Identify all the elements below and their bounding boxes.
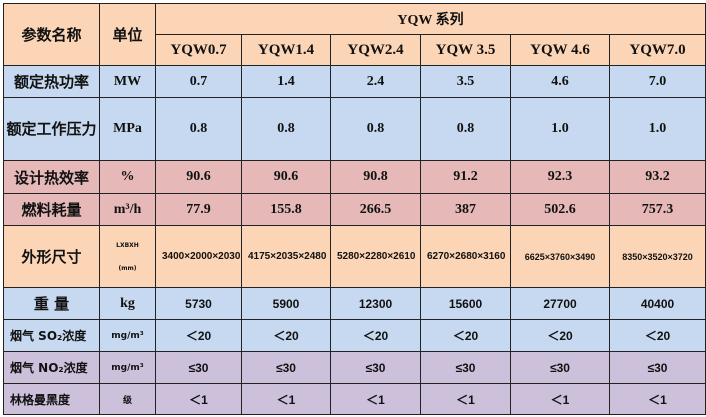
param-name: 烟气 SO₂浓度 <box>3 319 100 352</box>
value-cell: ＜1 <box>510 383 610 415</box>
value-cell: ＜20 <box>241 319 331 352</box>
param-name: 燃料耗量 <box>3 193 100 226</box>
model-header: YQW1.4 <box>241 34 331 66</box>
value-cell: 502.6 <box>510 193 610 226</box>
param-name: 林格曼黑度 <box>3 383 100 415</box>
model-header: YQW0.7 <box>155 34 242 66</box>
value-cell: 1.0 <box>608 97 706 161</box>
table-row: 烟气 SO₂浓度 mg/m³ ＜20 ＜20 ＜20 ＜20 ＜20 ＜20 <box>3 319 706 352</box>
param-unit: MPa <box>99 97 156 161</box>
param-unit: 级 <box>99 383 156 415</box>
header-param: 参数名称 <box>3 3 100 66</box>
table-row: 额定工作压力 MPa 0.8 0.8 0.8 0.8 1.0 1.0 <box>3 97 706 161</box>
value-cell: ＜20 <box>510 319 610 352</box>
value-cell: ＜1 <box>420 383 511 415</box>
value-cell: 3400×2000×2030 <box>155 225 242 288</box>
value-cell: 155.8 <box>241 193 331 226</box>
param-unit: mg/m³ <box>99 351 156 384</box>
value-cell: 91.2 <box>420 160 511 194</box>
model-header: YQW 3.5 <box>420 34 511 66</box>
value-cell: 90.6 <box>155 160 242 194</box>
table-row: 外形尺寸 LXBXH (mm) 3400×2000×2030 4175×2035×248… <box>3 225 706 288</box>
value-cell: 1.0 <box>510 97 610 161</box>
value-cell: ≤30 <box>155 351 242 384</box>
value-cell: ＜20 <box>155 319 242 352</box>
param-unit: % <box>99 160 156 194</box>
value-cell: 12300 <box>330 287 421 320</box>
value-cell: ≤30 <box>510 351 610 384</box>
value-cell: ＜1 <box>155 383 242 415</box>
param-unit: LXBXH (mm) <box>99 225 156 288</box>
value-cell: 0.8 <box>155 97 242 161</box>
model-header: YQW7.0 <box>608 34 706 66</box>
header-unit: 单位 <box>99 3 156 66</box>
param-name: 烟气 NO₂浓度 <box>3 351 100 384</box>
value-cell: 4175×2035×2480 <box>241 225 331 288</box>
param-name: 额定热功率 <box>3 65 100 98</box>
table-row: 额定热功率 MW 0.7 1.4 2.4 3.5 4.6 7.0 <box>3 65 706 98</box>
unit-dims: LXBXH <box>116 241 139 249</box>
value-cell: 0.8 <box>330 97 421 161</box>
param-unit: mg/m³ <box>99 319 156 352</box>
value-cell: 0.8 <box>420 97 511 161</box>
value-cell: 266.5 <box>330 193 421 226</box>
value-cell: 757.3 <box>608 193 706 226</box>
unit-mm: (mm) <box>118 264 137 272</box>
value-cell: 387 <box>420 193 511 226</box>
value-cell: 1.4 <box>241 65 331 98</box>
value-cell: 8350×3520×3720 <box>608 225 706 288</box>
value-cell: ＜1 <box>330 383 421 415</box>
table-row: 烟气 NO₂浓度 mg/m³ ≤30 ≤30 ≤30 ≤30 ≤30 ≤30 <box>3 351 706 384</box>
value-cell: 5730 <box>155 287 242 320</box>
value-cell: 90.6 <box>241 160 331 194</box>
table-row: 林格曼黑度级＜1 ＜1 ＜1 ＜1 ＜1 ＜1 <box>3 383 706 415</box>
value-cell: 92.3 <box>510 160 610 194</box>
param-name: 重 量 <box>3 287 100 320</box>
value-cell: 0.8 <box>241 97 331 161</box>
table-row: 重 量 kg 5730 5900 12300 15600 27700 40400 <box>3 287 706 320</box>
spec-table: 参数名称 单位 YQW 系列 YQW0.7 YQW1.4 YQW2.4 YQW 3.5 YQW… <box>3 3 706 415</box>
value-cell: ＜1 <box>608 383 706 415</box>
param-name: 设计热效率 <box>3 160 100 194</box>
param-unit: MW <box>99 65 156 98</box>
value-cell: 15600 <box>420 287 511 320</box>
param-name: 额定工作压力 <box>3 97 100 161</box>
value-cell: 6625×3760×3490 <box>510 225 610 288</box>
value-cell: 0.7 <box>155 65 242 98</box>
param-unit: m³/h <box>99 193 156 226</box>
table-row: 设计热效率% 90.6 90.6 90.8 91.2 92.3 93.2 <box>3 160 706 194</box>
value-cell: 40400 <box>608 287 706 320</box>
value-cell: 6270×2680×3160 <box>420 225 511 288</box>
value-cell: 2.4 <box>330 65 421 98</box>
table-row: 燃料耗量 m³/h 77.9 155.8 266.5 387 502.6 757.3 <box>3 193 706 226</box>
value-cell: ≤30 <box>608 351 706 384</box>
value-cell: 4.6 <box>510 65 610 98</box>
value-cell: 3.5 <box>420 65 511 98</box>
param-unit: kg <box>99 287 156 320</box>
value-cell: 7.0 <box>608 65 706 98</box>
value-cell: 5280×2280×2610 <box>330 225 421 288</box>
value-cell: ≤30 <box>330 351 421 384</box>
value-cell: ＜20 <box>420 319 511 352</box>
model-header: YQW 4.6 <box>510 34 610 66</box>
param-name: 外形尺寸 <box>3 225 100 288</box>
value-cell: ≤30 <box>241 351 331 384</box>
value-cell: ＜20 <box>608 319 706 352</box>
value-cell: ≤30 <box>420 351 511 384</box>
value-cell: 77.9 <box>155 193 242 226</box>
value-cell: 27700 <box>510 287 610 320</box>
value-cell: 5900 <box>241 287 331 320</box>
model-header: YQW2.4 <box>330 34 421 66</box>
header-series: YQW 系列 <box>154 3 706 35</box>
value-cell: 90.8 <box>330 160 421 194</box>
value-cell: ＜1 <box>241 383 331 415</box>
value-cell: ＜20 <box>330 319 421 352</box>
value-cell: 93.2 <box>608 160 706 194</box>
